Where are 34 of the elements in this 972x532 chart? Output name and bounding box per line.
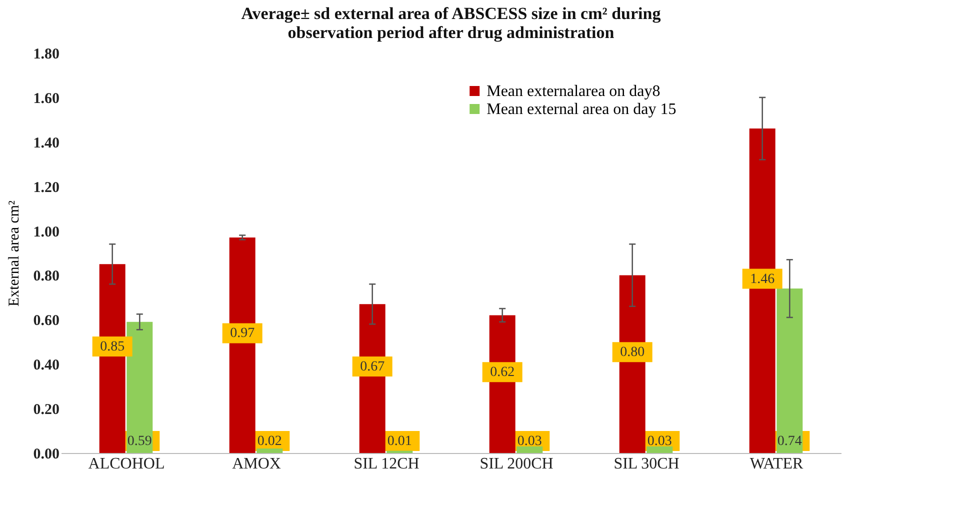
x-tick-label: ALCOHOL (88, 456, 165, 472)
data-label: 0.97 (230, 326, 255, 342)
y-tick-label: 1.00 (33, 224, 60, 240)
data-label: 0.59 (127, 434, 152, 449)
x-tick-label: SIL 200CH (480, 456, 554, 472)
y-tick-label: 0.60 (33, 313, 60, 330)
x-tick-label: SIL 30CH (614, 456, 680, 472)
legend-label: Mean externalarea on day8 (486, 83, 660, 100)
y-tick-label: 1.20 (33, 180, 60, 196)
y-tick-label: 1.40 (33, 135, 60, 152)
data-label: 0.74 (777, 434, 802, 449)
y-tick-label: 1.80 (33, 46, 60, 62)
data-label: 0.03 (517, 434, 542, 449)
data-label: 1.46 (750, 272, 775, 287)
data-label: 0.85 (100, 340, 125, 355)
y-tick-label: 1.60 (33, 90, 60, 107)
data-label: 0.01 (387, 434, 412, 449)
x-tick-label: AMOX (232, 456, 282, 472)
data-label: 0.80 (620, 345, 645, 360)
y-tick-label: 0.00 (33, 446, 60, 462)
text: observation period after drug administration (288, 23, 614, 42)
data-label: 0.67 (360, 360, 385, 375)
x-tick-label: SIL 12CH (354, 456, 420, 472)
legend-label: Mean external area on day 15 (486, 101, 676, 118)
text: Average± sd external area of ABSCESS size in cm² during (241, 4, 661, 23)
y-tick-label: 0.80 (33, 268, 60, 285)
data-label: 0.62 (490, 365, 515, 380)
bar (256, 448, 283, 453)
data-label: 0.02 (257, 434, 282, 449)
y-tick-label: 0.40 (33, 358, 60, 374)
y-axis-title: External area cm² (6, 200, 22, 307)
y-tick-label: 0.20 (33, 402, 60, 418)
x-tick-label: WATER (750, 456, 804, 472)
data-label: 0.03 (647, 434, 672, 449)
